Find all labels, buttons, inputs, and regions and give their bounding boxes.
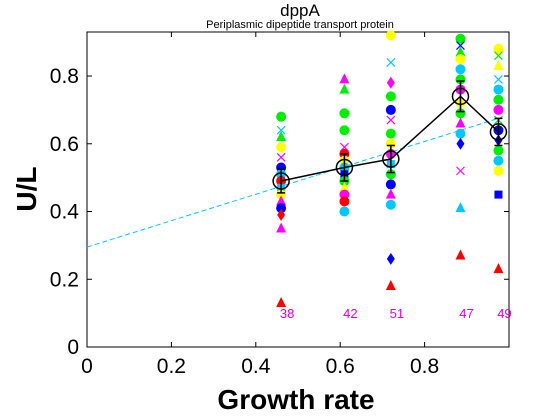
sample-count-label: 42 [343,306,357,321]
chart-subtitle: Periplasmic dipeptide transport protein [206,19,394,31]
data-point [385,30,396,41]
data-point [385,128,396,139]
data-point [455,249,466,260]
data-point [494,74,503,84]
y-tick-label: 0.4 [50,201,80,224]
data-point [385,104,396,115]
data-point [493,94,504,105]
plot-area: 0 0.2 0.4 0.6 0.8 0 0.2 0.4 0.6 0.8 38 42 51 47 49 [50,30,512,378]
data-point [455,54,466,65]
data-point [276,189,287,200]
data-point [276,222,287,233]
data-point [493,145,504,156]
data-point [276,125,286,135]
sample-count-label: 47 [459,306,473,321]
fit-line [86,117,499,248]
data-point [385,91,396,102]
data-point [455,33,466,44]
data-point [339,196,350,207]
data-point [276,111,287,122]
data-point [456,166,465,176]
data-point [493,165,504,176]
data-point [455,64,466,75]
data-point [339,125,350,136]
data-point [455,117,466,128]
data-point [455,202,466,213]
y-axis-label: U/L [11,166,42,211]
data-point [385,280,396,291]
data-point [493,263,504,274]
data-point [339,83,350,94]
mean-point [382,150,400,168]
data-point [276,152,286,162]
data-point [494,51,503,61]
data-point [339,73,350,84]
x-tick-label: 0 [81,355,93,378]
data-point [455,108,466,119]
data-point [385,199,396,210]
data-point [276,296,287,307]
mean-point [489,123,508,141]
data-point [277,208,286,221]
x-tick-label: 0.4 [241,355,271,378]
y-tick-label: 0.8 [50,65,79,88]
data-point [385,138,396,149]
x-axis-label: Growth rate [217,384,374,415]
data-point [339,181,350,192]
axes-box [86,31,510,348]
data-point [339,206,350,217]
data-point [455,74,466,85]
data-point [276,195,287,206]
data-point [386,58,396,67]
sample-count-label: 49 [497,306,511,321]
x-tick-label: 0.6 [326,355,355,378]
sample-count-label: 38 [280,306,294,321]
data-point [276,142,287,153]
data-point [493,59,504,70]
data-point [456,41,465,50]
x-tick-label: 0.2 [157,355,186,378]
data-point [493,84,504,95]
y-tick-label: 0 [67,336,79,359]
data-point [386,115,396,125]
mean-point [335,158,354,177]
data-point [456,137,465,150]
x-tick-label: 0.8 [410,355,439,378]
data-point [493,155,504,166]
chart-title: dppA [280,1,320,20]
data-point [385,179,396,190]
mean-point [272,172,290,190]
data-point [385,169,396,180]
data-point [385,188,396,199]
mean-point [451,87,470,106]
data-point [494,190,503,199]
y-tick-label: 0.2 [50,268,79,291]
data-point [386,252,395,265]
data-point [493,43,504,54]
data-point [276,131,287,141]
data-point [455,46,466,57]
data-point [493,104,504,115]
data-point [386,76,395,89]
y-tick-label: 0.6 [50,133,79,156]
sample-count-label: 51 [390,306,404,321]
data-point [276,203,287,214]
data-point [339,108,350,119]
data-point [455,128,466,139]
